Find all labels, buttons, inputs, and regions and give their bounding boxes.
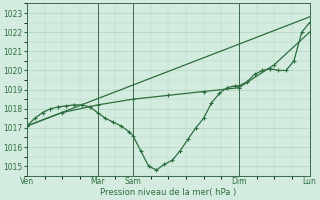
X-axis label: Pression niveau de la mer( hPa ): Pression niveau de la mer( hPa ): [100, 188, 236, 197]
